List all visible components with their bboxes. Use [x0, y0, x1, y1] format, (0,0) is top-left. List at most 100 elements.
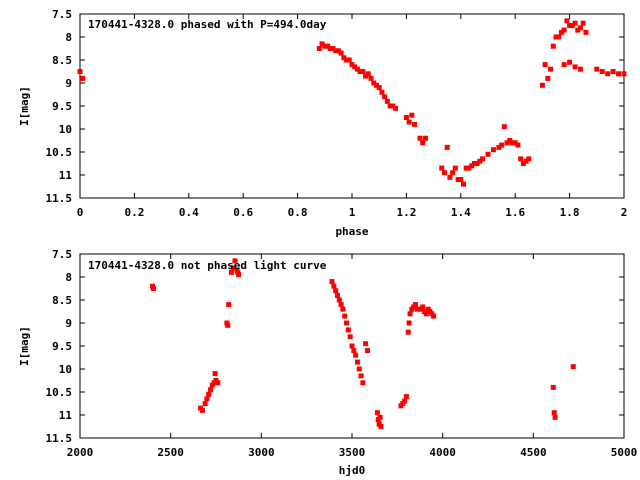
data-point	[577, 66, 583, 72]
data-point	[316, 46, 322, 51]
data-point	[490, 147, 496, 153]
data-point	[347, 334, 353, 340]
data-point	[358, 373, 364, 379]
data-point	[518, 156, 524, 162]
data-point	[208, 387, 214, 393]
data-point	[621, 71, 627, 77]
data-point	[338, 302, 344, 308]
data-point	[507, 138, 513, 143]
data-point	[230, 265, 236, 271]
data-point	[376, 85, 382, 91]
x-tick-label: 2000	[67, 446, 94, 459]
x-tick-label: 1.4	[451, 206, 471, 219]
data-point	[431, 313, 437, 319]
x-tick-label: 1.2	[396, 206, 416, 219]
data-point	[515, 142, 521, 148]
data-point	[384, 98, 390, 104]
data-point	[553, 34, 559, 40]
data-point	[551, 410, 557, 416]
data-point	[368, 75, 374, 81]
data-point	[461, 181, 467, 187]
data-point	[346, 57, 352, 63]
data-point	[477, 158, 483, 164]
data-point	[349, 343, 355, 349]
data-point	[561, 27, 567, 33]
x-tick-label: 1.6	[505, 206, 525, 219]
data-point	[378, 424, 384, 429]
data-point	[340, 306, 346, 312]
data-point	[523, 158, 529, 164]
data-point	[353, 352, 359, 358]
x-tick-label: 2	[621, 206, 628, 219]
data-point	[80, 75, 86, 81]
data-point	[333, 48, 339, 54]
data-point	[212, 371, 218, 377]
data-point	[575, 27, 581, 33]
data-point	[204, 396, 210, 402]
x-tick-label: 2500	[157, 446, 184, 459]
data-point	[412, 121, 418, 127]
data-point	[325, 43, 331, 49]
y-tick-label: 8	[65, 271, 72, 284]
data-point	[580, 20, 586, 26]
data-point	[150, 286, 156, 291]
x-tick-label: 3000	[248, 446, 275, 459]
data-point	[412, 302, 418, 308]
data-point	[447, 174, 453, 180]
data-point	[572, 20, 578, 26]
data-point	[360, 69, 366, 74]
plot-frame	[79, 13, 625, 199]
data-point	[423, 311, 429, 317]
data-point	[327, 46, 333, 51]
data-point	[336, 297, 342, 303]
y-tick-label: 8.5	[52, 54, 72, 67]
data-point	[403, 115, 409, 120]
data-point	[377, 414, 383, 420]
data-point	[444, 144, 450, 150]
data-point	[335, 48, 341, 54]
y-tick-label: 7.5	[52, 8, 72, 21]
data-point	[458, 177, 464, 183]
data-point	[319, 41, 325, 47]
data-points	[150, 258, 576, 429]
data-point	[406, 320, 412, 326]
x-tick-label: 0.6	[233, 206, 253, 219]
data-point	[417, 135, 423, 141]
x-tick-label: 0.8	[288, 206, 308, 219]
y-tick-label: 10.5	[46, 146, 73, 159]
data-point	[550, 43, 556, 49]
x-tick-label: 4500	[520, 446, 547, 459]
data-point	[422, 135, 428, 141]
y-tick-label: 8.5	[52, 294, 72, 307]
data-point	[333, 288, 339, 294]
data-point	[344, 57, 350, 63]
data-point	[542, 62, 548, 68]
data-point	[356, 366, 362, 372]
data-point	[330, 46, 336, 51]
data-point	[616, 71, 622, 77]
data-point	[329, 279, 335, 285]
y-tick-label: 11.5	[46, 432, 73, 445]
data-point	[450, 170, 456, 176]
y-tick-label: 7.5	[52, 248, 72, 261]
x-tick-label: 0	[77, 206, 84, 219]
data-point	[414, 306, 420, 312]
data-point	[599, 69, 605, 74]
data-point	[406, 119, 412, 125]
data-point	[556, 34, 562, 40]
data-point	[357, 69, 363, 74]
data-point	[403, 394, 409, 400]
y-axis-label: I[mag]	[18, 86, 31, 126]
data-point	[558, 29, 564, 35]
y-tick-label: 8	[65, 31, 72, 44]
x-tick-label: 1.8	[560, 206, 580, 219]
data-point	[206, 391, 212, 397]
data-point	[345, 327, 351, 333]
data-point	[225, 322, 231, 328]
axis-ticks: 2000 2500 3000 3500 4000 4500 5000 7.5 8 8.5 9 9.5 1…	[46, 248, 638, 459]
unphased-light-curve-chart: 2000 2500 3000 3500 4000 4500 5000 7.5 8 8.5 9 9.5 1…	[18, 248, 637, 477]
y-tick-label: 9.5	[52, 340, 72, 353]
y-axis-label: I[mag]	[18, 326, 31, 366]
data-point	[512, 140, 518, 146]
